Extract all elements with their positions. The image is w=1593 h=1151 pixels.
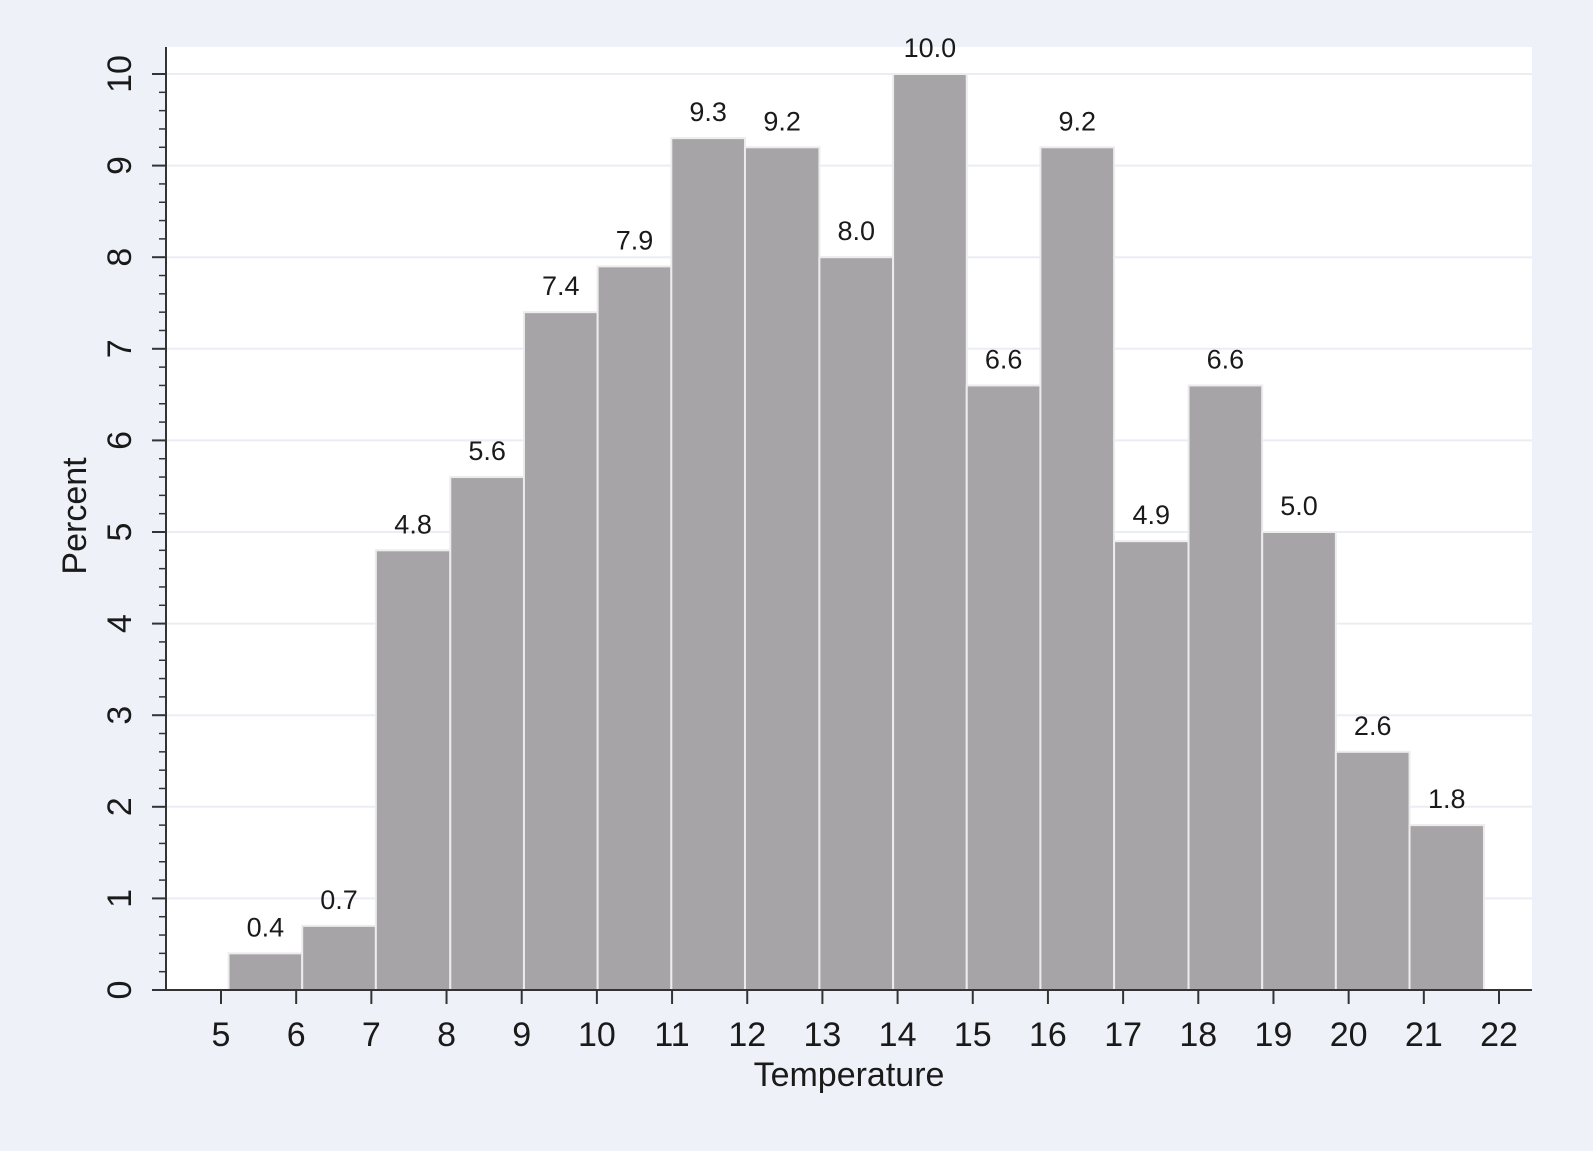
x-tick-label: 8: [437, 1016, 456, 1054]
x-tick-label: 16: [1029, 1016, 1067, 1054]
x-tick-label: 17: [1104, 1016, 1142, 1054]
histogram-bar: [1187, 384, 1264, 991]
y-tick-label: 6: [101, 431, 139, 450]
y-tick-label: 4: [101, 614, 139, 633]
histogram-bar: [1039, 146, 1116, 991]
x-tick-label: 11: [654, 1016, 689, 1054]
x-tick-label: 19: [1255, 1016, 1293, 1054]
bar-value-label: 8.0: [837, 216, 875, 246]
y-tick-label-group: 5: [101, 523, 139, 542]
y-tick-label-group: 10: [101, 55, 139, 93]
x-tick-label: 9: [512, 1016, 531, 1054]
y-tick-label: 5: [101, 523, 139, 542]
x-tick-label: 18: [1179, 1016, 1217, 1054]
x-tick-label: 12: [728, 1016, 766, 1054]
x-tick-label: 7: [362, 1016, 381, 1054]
y-tick-label: 9: [101, 156, 139, 175]
bar-value-label: 7.4: [542, 271, 580, 301]
y-tick-label-group: 0: [101, 981, 139, 1000]
histogram-bar: [449, 476, 525, 992]
x-tick-label: 13: [803, 1016, 841, 1054]
y-tick-label: 3: [101, 706, 139, 725]
x-tick-label: 14: [879, 1016, 917, 1054]
histogram-bar: [892, 73, 968, 991]
y-tick-label-group: 9: [101, 156, 139, 175]
histogram-bar: [301, 924, 377, 992]
y-tick-label-group: 6: [101, 431, 139, 450]
histogram-bar: [1113, 540, 1190, 991]
x-tick-label: 5: [212, 1016, 231, 1054]
bar-value-label: 5.6: [468, 436, 506, 466]
bar-value-label: 5.0: [1280, 491, 1318, 521]
bar-value-label: 9.3: [689, 97, 727, 127]
x-tick-label: 20: [1330, 1016, 1368, 1054]
histogram-bar: [670, 137, 746, 991]
bar-value-label: 0.4: [247, 912, 285, 942]
histogram-bar: [743, 146, 821, 991]
bars: [227, 73, 1485, 992]
y-tick-label: 2: [101, 797, 139, 816]
y-tick-label: 7: [101, 339, 139, 358]
bar-value-label: 7.9: [616, 225, 654, 255]
x-tick-label: 6: [287, 1016, 306, 1054]
histogram-bar: [1261, 531, 1337, 991]
y-tick-label: 8: [101, 248, 139, 267]
histogram-bar: [965, 384, 1042, 991]
x-tick-label: 10: [578, 1016, 616, 1054]
bar-value-label: 6.6: [1207, 344, 1245, 374]
bar-value-label: 2.6: [1354, 711, 1392, 741]
x-tick-label: 21: [1405, 1016, 1443, 1054]
bar-value-label: 6.6: [985, 344, 1023, 374]
y-tick-label-group: 1: [101, 889, 139, 908]
bar-value-label: 9.2: [763, 106, 801, 136]
y-tick-label: 0: [101, 981, 139, 1000]
bar-value-label: 0.7: [320, 885, 358, 915]
bar-value-label: 4.9: [1133, 500, 1171, 530]
y-axis-title: Percent: [56, 457, 94, 575]
axes: [165, 47, 1532, 991]
histogram-bar: [227, 952, 304, 991]
bar-value-label: 10.0: [904, 33, 957, 63]
histogram-bar: [522, 311, 599, 992]
bar-value-label: 9.2: [1058, 106, 1096, 136]
y-tick-label-group: 3: [101, 706, 139, 725]
y-axis-ticks: 0 1 2 3 4 5 6 7 8 9 10: [101, 55, 166, 999]
y-tick-label: 10: [101, 55, 139, 93]
histogram-bar: [374, 549, 452, 991]
bar-value-label: 4.8: [394, 509, 432, 539]
histogram-bar: [818, 256, 895, 991]
histogram-bar: [1334, 750, 1411, 992]
bar-value-label: 1.8: [1428, 784, 1466, 814]
histogram-bar: [596, 265, 673, 991]
bar-value-labels: 0.4 0.7 4.8 5.6 7.4 7.9 9.3 9.2 8.0 10.0 6.6 9.2 4.9…: [247, 33, 1466, 942]
y-tick-label-group: 2: [101, 797, 139, 816]
y-tick-label: 1: [101, 889, 139, 908]
y-tick-label-group: 4: [101, 614, 139, 633]
x-tick-label: 15: [954, 1016, 992, 1054]
histogram-bar: [1408, 824, 1485, 991]
x-tick-label: 22: [1480, 1016, 1518, 1054]
x-axis-ticks: 5 6 7 8 9 10 11 12 13 14 15 16 17 18 19 20 21 22: [212, 990, 1518, 1054]
x-axis-title: Temperature: [754, 1056, 945, 1094]
y-tick-label-group: 8: [101, 248, 139, 267]
y-tick-label-group: 7: [101, 339, 139, 358]
